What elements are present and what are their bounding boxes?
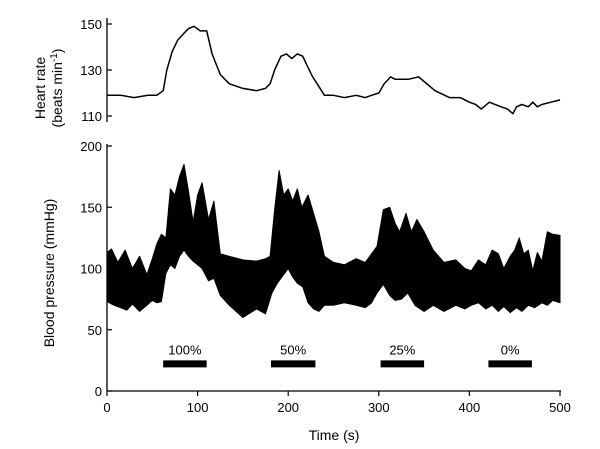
oxygen-level-label: 25% [389,342,415,357]
oxygen-level-bar [488,360,532,368]
oxygen-level-label: 100% [168,342,202,357]
x-tick-label: 0 [103,400,110,415]
oxygen-level-bar [270,360,316,368]
blood-pressure-band [106,163,561,318]
heart-rate-y-tick-label: 150 [80,17,102,32]
blood-pressure-y-tick-label: 200 [80,139,102,154]
oxygen-level-label: 0% [501,342,520,357]
blood-pressure-y-tick-label: 100 [80,262,102,277]
heart-rate-y-title-main: Heart rate [32,57,48,119]
oxygen-level-bar [380,360,425,368]
blood-pressure-y-axis-title: Blood pressure (mmHg) [41,199,57,348]
oxygen-level-bar [163,360,207,368]
heart-rate-y-tick-label: 110 [81,109,102,124]
x-tick-label: 200 [277,400,299,415]
x-tick-label: 100 [187,400,209,415]
x-tick-label: 400 [459,400,481,415]
blood-pressure-y-tick-label: 0 [95,384,102,399]
x-tick-label: 500 [549,400,571,415]
oxygen-level-label: 50% [280,342,306,357]
heart-rate-y-axis-title: Heart rate (beats min-1) [32,49,65,128]
heart-rate-y-tick-label: 130 [80,63,102,78]
blood-pressure-panel: Blood pressure (mmHg) Time (s) 0 50 100 150… [41,139,571,443]
heart-rate-y-title-units: (beats min-1) [49,49,65,128]
x-axis-title: Time (s) [309,427,360,443]
heart-rate-panel: Heart rate (beats min-1) 110 130 150 [32,17,561,128]
x-tick-label: 300 [368,400,390,415]
heart-rate-line [107,25,561,115]
blood-pressure-y-tick-label: 150 [80,200,102,215]
blood-pressure-y-tick-label: 50 [88,323,102,338]
